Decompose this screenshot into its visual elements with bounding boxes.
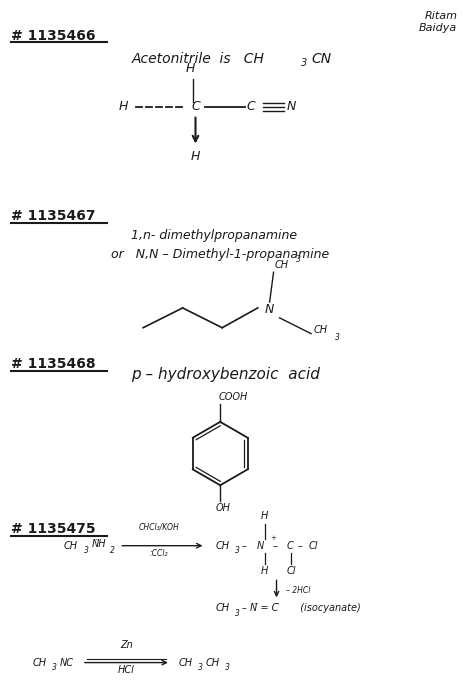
Text: 3: 3 — [84, 546, 89, 555]
Text: CH: CH — [205, 658, 219, 668]
Text: H: H — [261, 511, 268, 521]
Text: # 1135475: # 1135475 — [11, 522, 95, 536]
Text: CH: CH — [32, 658, 46, 668]
Text: CH: CH — [274, 260, 289, 270]
Text: –: – — [273, 541, 277, 551]
Text: # 1135466: # 1135466 — [11, 29, 95, 43]
Text: N: N — [265, 303, 274, 316]
Text: CH: CH — [215, 603, 229, 613]
Text: CH: CH — [179, 658, 193, 668]
Text: N: N — [286, 101, 296, 114]
Text: Cl: Cl — [308, 541, 318, 551]
Text: 3: 3 — [199, 663, 203, 672]
Text: Cl: Cl — [286, 566, 296, 575]
Text: CH: CH — [215, 541, 229, 551]
Text: N: N — [257, 541, 264, 551]
Text: NC: NC — [60, 658, 74, 668]
Text: H: H — [186, 62, 195, 75]
Text: 2: 2 — [109, 546, 114, 555]
Text: COOH: COOH — [218, 392, 247, 402]
Text: –: – — [242, 541, 247, 551]
Text: 3: 3 — [235, 546, 240, 555]
Text: H: H — [191, 150, 200, 163]
Text: Ritam: Ritam — [424, 11, 457, 20]
Text: Zn: Zn — [120, 640, 133, 649]
Text: CH: CH — [64, 541, 78, 551]
Text: # 1135467: # 1135467 — [11, 209, 95, 223]
Text: CH: CH — [313, 325, 327, 335]
Text: OH: OH — [215, 503, 230, 513]
Text: CHCl₃/KOH: CHCl₃/KOH — [138, 523, 179, 532]
Text: 3: 3 — [301, 58, 308, 68]
Text: 3: 3 — [235, 609, 240, 617]
Text: 3: 3 — [296, 255, 301, 265]
Text: 1,n- dimethylpropanamine: 1,n- dimethylpropanamine — [131, 228, 297, 241]
Text: C: C — [286, 541, 293, 551]
Text: Baidya: Baidya — [419, 22, 457, 33]
Text: – 2HCl: – 2HCl — [286, 585, 311, 595]
Text: N̈H: N̈H — [92, 539, 106, 549]
Text: 3: 3 — [225, 663, 230, 672]
Text: C: C — [247, 101, 255, 114]
Text: – N̈ = C̈: – N̈ = C̈ — [242, 603, 278, 613]
Text: CN: CN — [311, 52, 331, 67]
Text: # 1135468: # 1135468 — [11, 358, 95, 371]
Text: H: H — [261, 566, 268, 575]
Text: HCl: HCl — [118, 664, 135, 675]
Text: +: + — [271, 534, 276, 541]
Text: or   N,N – Dimethyl-1-propanamine: or N,N – Dimethyl-1-propanamine — [111, 248, 330, 262]
Text: (isocyanate): (isocyanate) — [294, 603, 361, 613]
Text: 3: 3 — [335, 333, 340, 342]
Text: H: H — [119, 101, 128, 114]
Text: Acetonitrile  is   CH: Acetonitrile is CH — [131, 52, 264, 67]
Text: :CCl₂: :CCl₂ — [150, 549, 168, 558]
Text: p – hydroxybenzoic  acid: p – hydroxybenzoic acid — [131, 367, 320, 382]
Text: 3: 3 — [52, 663, 57, 672]
Text: C: C — [191, 101, 200, 114]
Text: –: – — [297, 541, 302, 551]
